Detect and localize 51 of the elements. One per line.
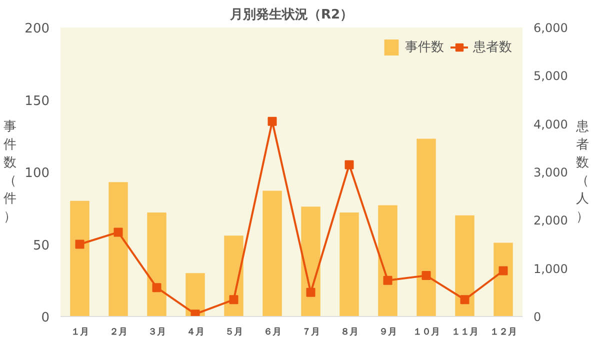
point (190, 310, 200, 316)
x-tick-label: ３月 (148, 326, 166, 338)
y2-tick-label: 2,000 (534, 214, 568, 228)
chart-title: 月別発生状況（R2） (228, 8, 354, 22)
y2-tick-label: 5,000 (534, 69, 568, 84)
bar (455, 215, 474, 316)
x-tick-label: ９月 (378, 326, 397, 338)
legend-label: 事件数 (405, 39, 444, 56)
y-tick-label: 150 (24, 94, 50, 109)
bar (340, 212, 359, 316)
x-tick-label: ８月 (340, 326, 358, 338)
y-tick-label: 200 (24, 22, 50, 36)
bar (494, 242, 513, 316)
y-axis-title: 事件数（件） (4, 120, 17, 224)
x-tick-label: １２月 (490, 326, 517, 338)
bar (186, 273, 205, 316)
y2-tick-label: 6,000 (534, 21, 568, 35)
bar (262, 190, 282, 316)
legend-label: 患者数 (473, 39, 512, 56)
y-tick-label: 50 (32, 238, 50, 254)
y2-tick-label: 0 (534, 310, 542, 324)
point (383, 276, 392, 285)
bar (378, 205, 398, 316)
point (75, 240, 84, 249)
y-tick-label: 0 (41, 310, 50, 326)
x-tick-label: １１月 (451, 326, 478, 338)
x-tick-label: ７月 (302, 326, 320, 338)
point (422, 271, 431, 280)
bar (416, 138, 436, 316)
y2-axis-title: 患者数（人） (574, 120, 589, 224)
point (498, 266, 508, 276)
y-tick-label: 100 (24, 166, 50, 181)
bar (70, 200, 90, 316)
bar (147, 212, 166, 316)
point (152, 283, 162, 292)
y2-tick-label: 4,000 (534, 117, 568, 132)
bar (108, 182, 128, 316)
point (306, 288, 316, 297)
point (344, 160, 354, 170)
point (268, 116, 277, 126)
point (460, 295, 470, 304)
y2-tick-label: 3,000 (534, 166, 568, 180)
point (114, 228, 123, 237)
x-tick-label: １月 (70, 326, 89, 338)
y2-tick-label: 1,000 (534, 262, 568, 276)
x-tick-label: ５月 (224, 326, 243, 338)
x-tick-label: ４月 (186, 326, 204, 338)
x-tick-label: １０月 (412, 326, 440, 338)
x-tick-label: ６月 (263, 326, 282, 338)
x-tick-label: ２月 (109, 326, 128, 338)
point (229, 295, 238, 304)
